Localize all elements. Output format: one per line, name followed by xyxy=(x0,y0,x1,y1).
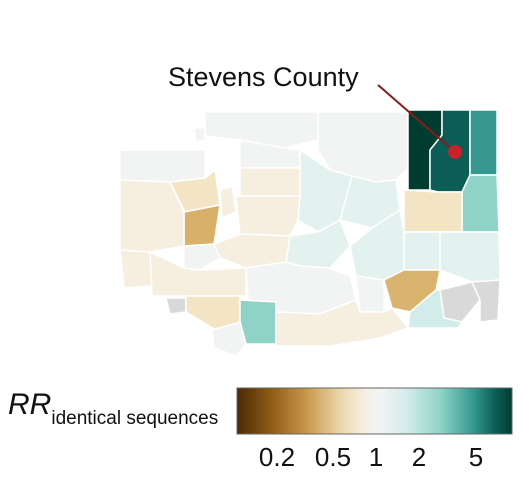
county-walla-walla[interactable] xyxy=(407,289,464,329)
legend-title-main: RR xyxy=(8,388,52,421)
county-klickitat[interactable] xyxy=(275,299,410,347)
legend-title: RRidentical sequences xyxy=(8,388,218,429)
county-polygons xyxy=(119,109,501,357)
callout-leader-line xyxy=(377,84,456,153)
legend-tick-label: 2 xyxy=(411,442,427,472)
stevens-county-label: Stevens County xyxy=(168,62,359,92)
county-jefferson[interactable] xyxy=(168,168,221,213)
county-thurston[interactable] xyxy=(183,243,221,271)
callout xyxy=(377,84,462,159)
county-asotin[interactable] xyxy=(470,279,501,323)
county-skamania[interactable] xyxy=(239,299,277,345)
legend-title-sub: identical sequences xyxy=(51,408,219,429)
county-lincoln[interactable] xyxy=(403,189,463,233)
county-wahkiakum[interactable] xyxy=(165,297,187,315)
county-mason[interactable] xyxy=(183,204,221,247)
legend-tick-label: 0.2 xyxy=(258,442,296,472)
legend-colorbar xyxy=(236,387,513,435)
county-pacific[interactable] xyxy=(119,249,153,289)
county-clallam[interactable] xyxy=(119,149,206,183)
county-snohomish[interactable] xyxy=(239,167,301,197)
county-whatcom[interactable] xyxy=(204,111,319,149)
county-franklin[interactable] xyxy=(355,275,385,313)
county-whitman[interactable] xyxy=(439,231,501,283)
county-adams[interactable] xyxy=(403,231,441,271)
county-spokane[interactable] xyxy=(461,174,500,233)
stevens-county-marker[interactable] xyxy=(448,145,462,159)
legend-tick-label: 5 xyxy=(468,442,484,472)
county-pend-oreille[interactable] xyxy=(469,109,498,176)
county-king[interactable] xyxy=(235,195,301,237)
county-grays-harbor[interactable] xyxy=(119,179,185,253)
county-kitsap[interactable] xyxy=(219,185,237,220)
county-clark[interactable] xyxy=(211,321,247,357)
county-san-juan[interactable] xyxy=(193,127,206,143)
legend-tick-label: 0.5 xyxy=(314,442,352,472)
legend-tick-label: 1 xyxy=(368,442,384,472)
